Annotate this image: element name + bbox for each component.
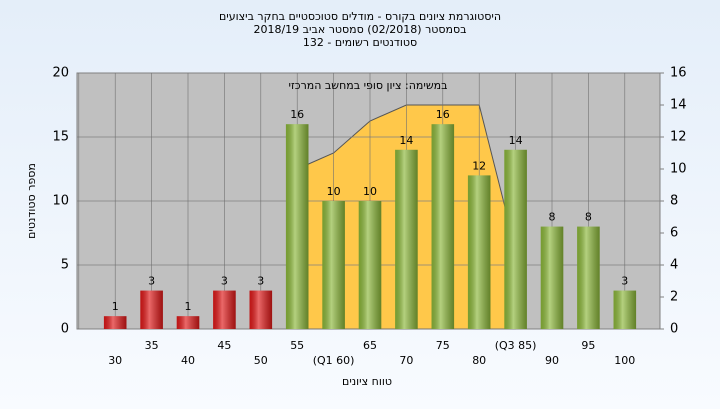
bar-shade (613, 290, 637, 329)
bar-shade (322, 201, 345, 329)
x-tick-label: 80 (472, 354, 486, 367)
y2-tick-label: 8 (670, 194, 678, 209)
y2-tick-label: 10 (670, 162, 687, 177)
bar-shade (285, 124, 309, 329)
value-label: 14 (399, 134, 413, 147)
x-tick-label: 70 (399, 354, 413, 367)
chart-note: סטודנטים רשומים - 132 (303, 36, 417, 49)
bar-shade (358, 201, 382, 329)
bar-shade (176, 316, 200, 329)
y2-tick-label: 4 (670, 258, 678, 273)
y2-tick-label: 2 (670, 290, 678, 305)
x-tick-label: 75 (436, 339, 450, 352)
x-tick-label: 40 (181, 354, 195, 367)
bar-shade (540, 226, 564, 329)
bar-shade (577, 226, 600, 329)
bar-shade (467, 175, 491, 329)
value-label: 3 (257, 275, 264, 288)
value-label: 10 (363, 185, 377, 198)
y2-tick-label: 0 (670, 322, 678, 337)
y-tick-label: 15 (52, 130, 69, 145)
x-tick-label: 45 (217, 339, 231, 352)
bar-shade (249, 290, 273, 329)
y-tick-label: 20 (52, 66, 69, 81)
value-label: 16 (436, 108, 450, 121)
y-axis-label: מספר סטודנטים (25, 163, 38, 239)
y-tick-label: 5 (61, 258, 69, 273)
y2-tick-label: 6 (670, 226, 678, 241)
bar-shade (431, 124, 455, 329)
y2-tick-label: 12 (670, 130, 687, 145)
x-tick-label: 35 (145, 339, 159, 352)
value-label: 16 (290, 108, 304, 121)
value-label: 3 (148, 275, 155, 288)
value-label: 1 (112, 300, 119, 313)
x-axis-label: טווח ציונים (342, 375, 392, 388)
x-tick-label: (Q1 60) (313, 354, 355, 367)
x-tick-label: 100 (614, 354, 635, 367)
value-label: 8 (585, 211, 592, 224)
x-tick-label: 30 (108, 354, 122, 367)
bar-shade (213, 290, 236, 329)
bar-shade (140, 290, 163, 329)
x-tick-label: 50 (254, 354, 268, 367)
bar-shade (504, 149, 527, 329)
x-tick-label: (Q3 85) (495, 339, 537, 352)
x-tick-label: 95 (581, 339, 595, 352)
x-tick-label: 55 (290, 339, 304, 352)
value-label: 10 (327, 185, 341, 198)
y2-tick-label: 14 (670, 98, 687, 113)
value-label: 3 (221, 275, 228, 288)
x-tick-label: 90 (545, 354, 559, 367)
bar-shade (395, 149, 418, 329)
chart-title: היסטוגרמת ציונים בקורס - מודלים סטוכסטיי… (219, 10, 501, 23)
value-label: 14 (509, 134, 523, 147)
value-label: 1 (185, 300, 192, 313)
y2-tick-label: 16 (670, 66, 687, 81)
y-tick-label: 10 (52, 194, 69, 209)
x-tick-label: 65 (363, 339, 377, 352)
value-label: 8 (549, 211, 556, 224)
series-label: במשימה: ציון סופי במחשב המרכזי (288, 79, 447, 92)
y-tick-label: 0 (61, 322, 69, 337)
chart-subtitle: בסמסטר (02/2018) סמסטר אביב 2018/19 (253, 23, 466, 36)
value-label: 3 (621, 275, 628, 288)
value-label: 12 (472, 159, 486, 172)
bar-shade (103, 316, 127, 329)
